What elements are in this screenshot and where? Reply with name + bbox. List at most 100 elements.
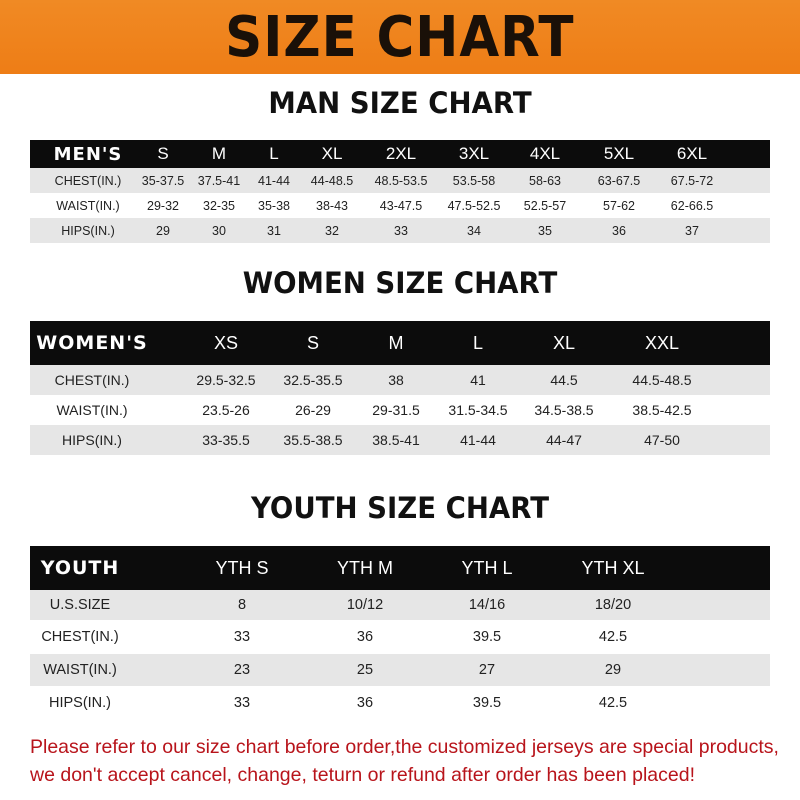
table-row: WAIST(IN.) 23 25 27 29: [30, 654, 770, 686]
measurement-cell: 33: [233, 695, 251, 711]
row-label: MEN'S: [53, 143, 123, 165]
row-label: WOMEN'S: [36, 332, 148, 354]
header-row: MEN'S S M L XL 2XL 3XL 4XL 5XL 6XL: [30, 140, 770, 168]
youth-section-title: YOUTH SIZE CHART: [250, 491, 550, 525]
title-banner: SIZE CHART: [0, 0, 800, 74]
measurement-cell: 57-62: [603, 198, 635, 213]
row-label: WAIST(IN.): [43, 662, 117, 678]
size-header: S: [306, 332, 320, 353]
measurement-cell: 38-43: [316, 198, 348, 213]
row-label: WAIST(IN.): [56, 198, 120, 213]
measurement-cell: 26-29: [295, 402, 331, 418]
row-label: CHEST(IN.): [54, 372, 130, 388]
measurement-cell: 35-37.5: [141, 173, 185, 188]
measurement-cell: 8: [237, 597, 247, 613]
measurement-cell: 42.5: [598, 695, 628, 711]
size-header: XL: [321, 144, 343, 163]
measurement-cell: 29: [156, 223, 170, 238]
size-header: 4XL: [529, 144, 561, 163]
row-label: U.S.SIZE: [49, 597, 111, 613]
measurement-cell: 33-35.5: [202, 432, 250, 448]
measurement-cell: 47.5-52.5: [447, 198, 501, 213]
size-header: XS: [213, 332, 239, 353]
youth-size-table: YOUTH YTH S YTH M YTH L YTH XL U.S.SIZE 8 10/12…: [30, 546, 770, 720]
measurement-cell: 63-67.5: [597, 173, 641, 188]
table-row: U.S.SIZE 8 10/12 14/16 18/20: [30, 590, 770, 620]
measurement-cell: 31.5-34.5: [448, 402, 508, 418]
measurement-cell: 34.5-38.5: [534, 402, 594, 418]
size-header: 3XL: [458, 144, 490, 163]
size-header: YTH L: [461, 557, 513, 578]
row-label: WAIST(IN.): [56, 402, 128, 418]
measurement-cell: 29-32: [147, 198, 179, 213]
size-header: M: [388, 332, 404, 353]
measurement-cell: 67.5-72: [670, 173, 714, 188]
size-header: YTH M: [337, 557, 393, 578]
measurement-cell: 33: [233, 629, 251, 645]
women-section-title: WOMEN SIZE CHART: [242, 266, 558, 300]
table-row: WAIST(IN.) 23.5-26 26-29 29-31.5 31.5-34.5 34…: [30, 395, 770, 425]
notice-line: Please refer to our size chart before or…: [30, 736, 779, 758]
measurement-cell: 25: [356, 662, 374, 678]
measurement-cell: 41-44: [258, 173, 290, 188]
row-label: CHEST(IN.): [54, 173, 122, 188]
measurement-cell: 38.5-42.5: [632, 402, 692, 418]
table-row: HIPS(IN.) 29 30 31 32 33 34 35 36 37: [30, 218, 770, 243]
measurement-cell: 29.5-32.5: [196, 372, 256, 388]
table-row: HIPS(IN.) 33 36 39.5 42.5: [30, 686, 770, 720]
measurement-cell: 53.5-58: [452, 173, 496, 188]
size-header: XL: [552, 332, 576, 353]
row-label: HIPS(IN.): [48, 695, 112, 711]
table-row: CHEST(IN.) 35-37.5 37.5-41 41-44 44-48.5 48.5…: [30, 168, 770, 193]
measurement-cell: 38: [388, 372, 404, 388]
measurement-cell: 32: [325, 223, 339, 238]
measurement-cell: 32.5-35.5: [283, 372, 343, 388]
table-row: CHEST(IN.) 29.5-32.5 32.5-35.5 38 41 44.5 44.5…: [30, 365, 770, 395]
size-header: 2XL: [385, 144, 417, 163]
men-size-table: MEN'S S M L XL 2XL 3XL 4XL 5XL 6XL CHEST(IN.) 35-37…: [30, 140, 770, 243]
size-header: YTH XL: [581, 557, 645, 578]
women-size-table: WOMEN'S XS S M L XL XXL CHEST(IN.) 29.5-32.5 32.5…: [30, 321, 770, 455]
table-row: HIPS(IN.) 33-35.5 35.5-38.5 38.5-41 41-44 44-…: [30, 425, 770, 455]
measurement-cell: 41-44: [460, 432, 496, 448]
measurement-cell: 42.5: [598, 629, 628, 645]
size-header: XXL: [644, 332, 680, 353]
measurement-cell: 10/12: [346, 597, 384, 613]
measurement-cell: 43-47.5: [379, 198, 423, 213]
measurement-cell: 35: [538, 223, 552, 238]
header-row: YOUTH YTH S YTH M YTH L YTH XL: [30, 546, 770, 590]
notice-line: we don't accept cancel, change, teturn o…: [30, 764, 695, 786]
measurement-cell: 29-31.5: [372, 402, 420, 418]
size-header: S: [157, 144, 169, 163]
measurement-cell: 48.5-53.5: [374, 173, 428, 188]
measurement-cell: 37: [685, 223, 699, 238]
measurement-cell: 33: [394, 223, 408, 238]
measurement-cell: 39.5: [472, 629, 502, 645]
size-header: L: [472, 332, 484, 353]
size-header: 5XL: [603, 144, 635, 163]
measurement-cell: 31: [267, 223, 281, 238]
measurement-cell: 36: [356, 695, 374, 711]
size-header: 6XL: [676, 144, 708, 163]
size-header: YTH S: [215, 557, 269, 578]
measurement-cell: 32-35: [203, 198, 235, 213]
measurement-cell: 37.5-41: [197, 173, 241, 188]
measurement-cell: 30: [212, 223, 226, 238]
measurement-cell: 14/16: [468, 597, 506, 613]
measurement-cell: 23.5-26: [202, 402, 250, 418]
measurement-cell: 38.5-41: [372, 432, 420, 448]
size-header: L: [269, 144, 279, 163]
measurement-cell: 62-66.5: [670, 198, 714, 213]
measurement-cell: 41: [470, 372, 486, 388]
measurement-cell: 36: [356, 629, 374, 645]
measurement-cell: 39.5: [472, 695, 502, 711]
measurement-cell: 44-47: [546, 432, 582, 448]
measurement-cell: 29: [604, 662, 622, 678]
measurement-cell: 23: [233, 662, 251, 678]
order-notice: Please refer to our size chart before or…: [30, 733, 790, 789]
measurement-cell: 58-63: [529, 173, 561, 188]
measurement-cell: 44.5: [550, 372, 578, 388]
measurement-cell: 47-50: [644, 432, 680, 448]
men-section-title: MAN SIZE CHART: [268, 86, 532, 120]
measurement-cell: 52.5-57: [523, 198, 567, 213]
